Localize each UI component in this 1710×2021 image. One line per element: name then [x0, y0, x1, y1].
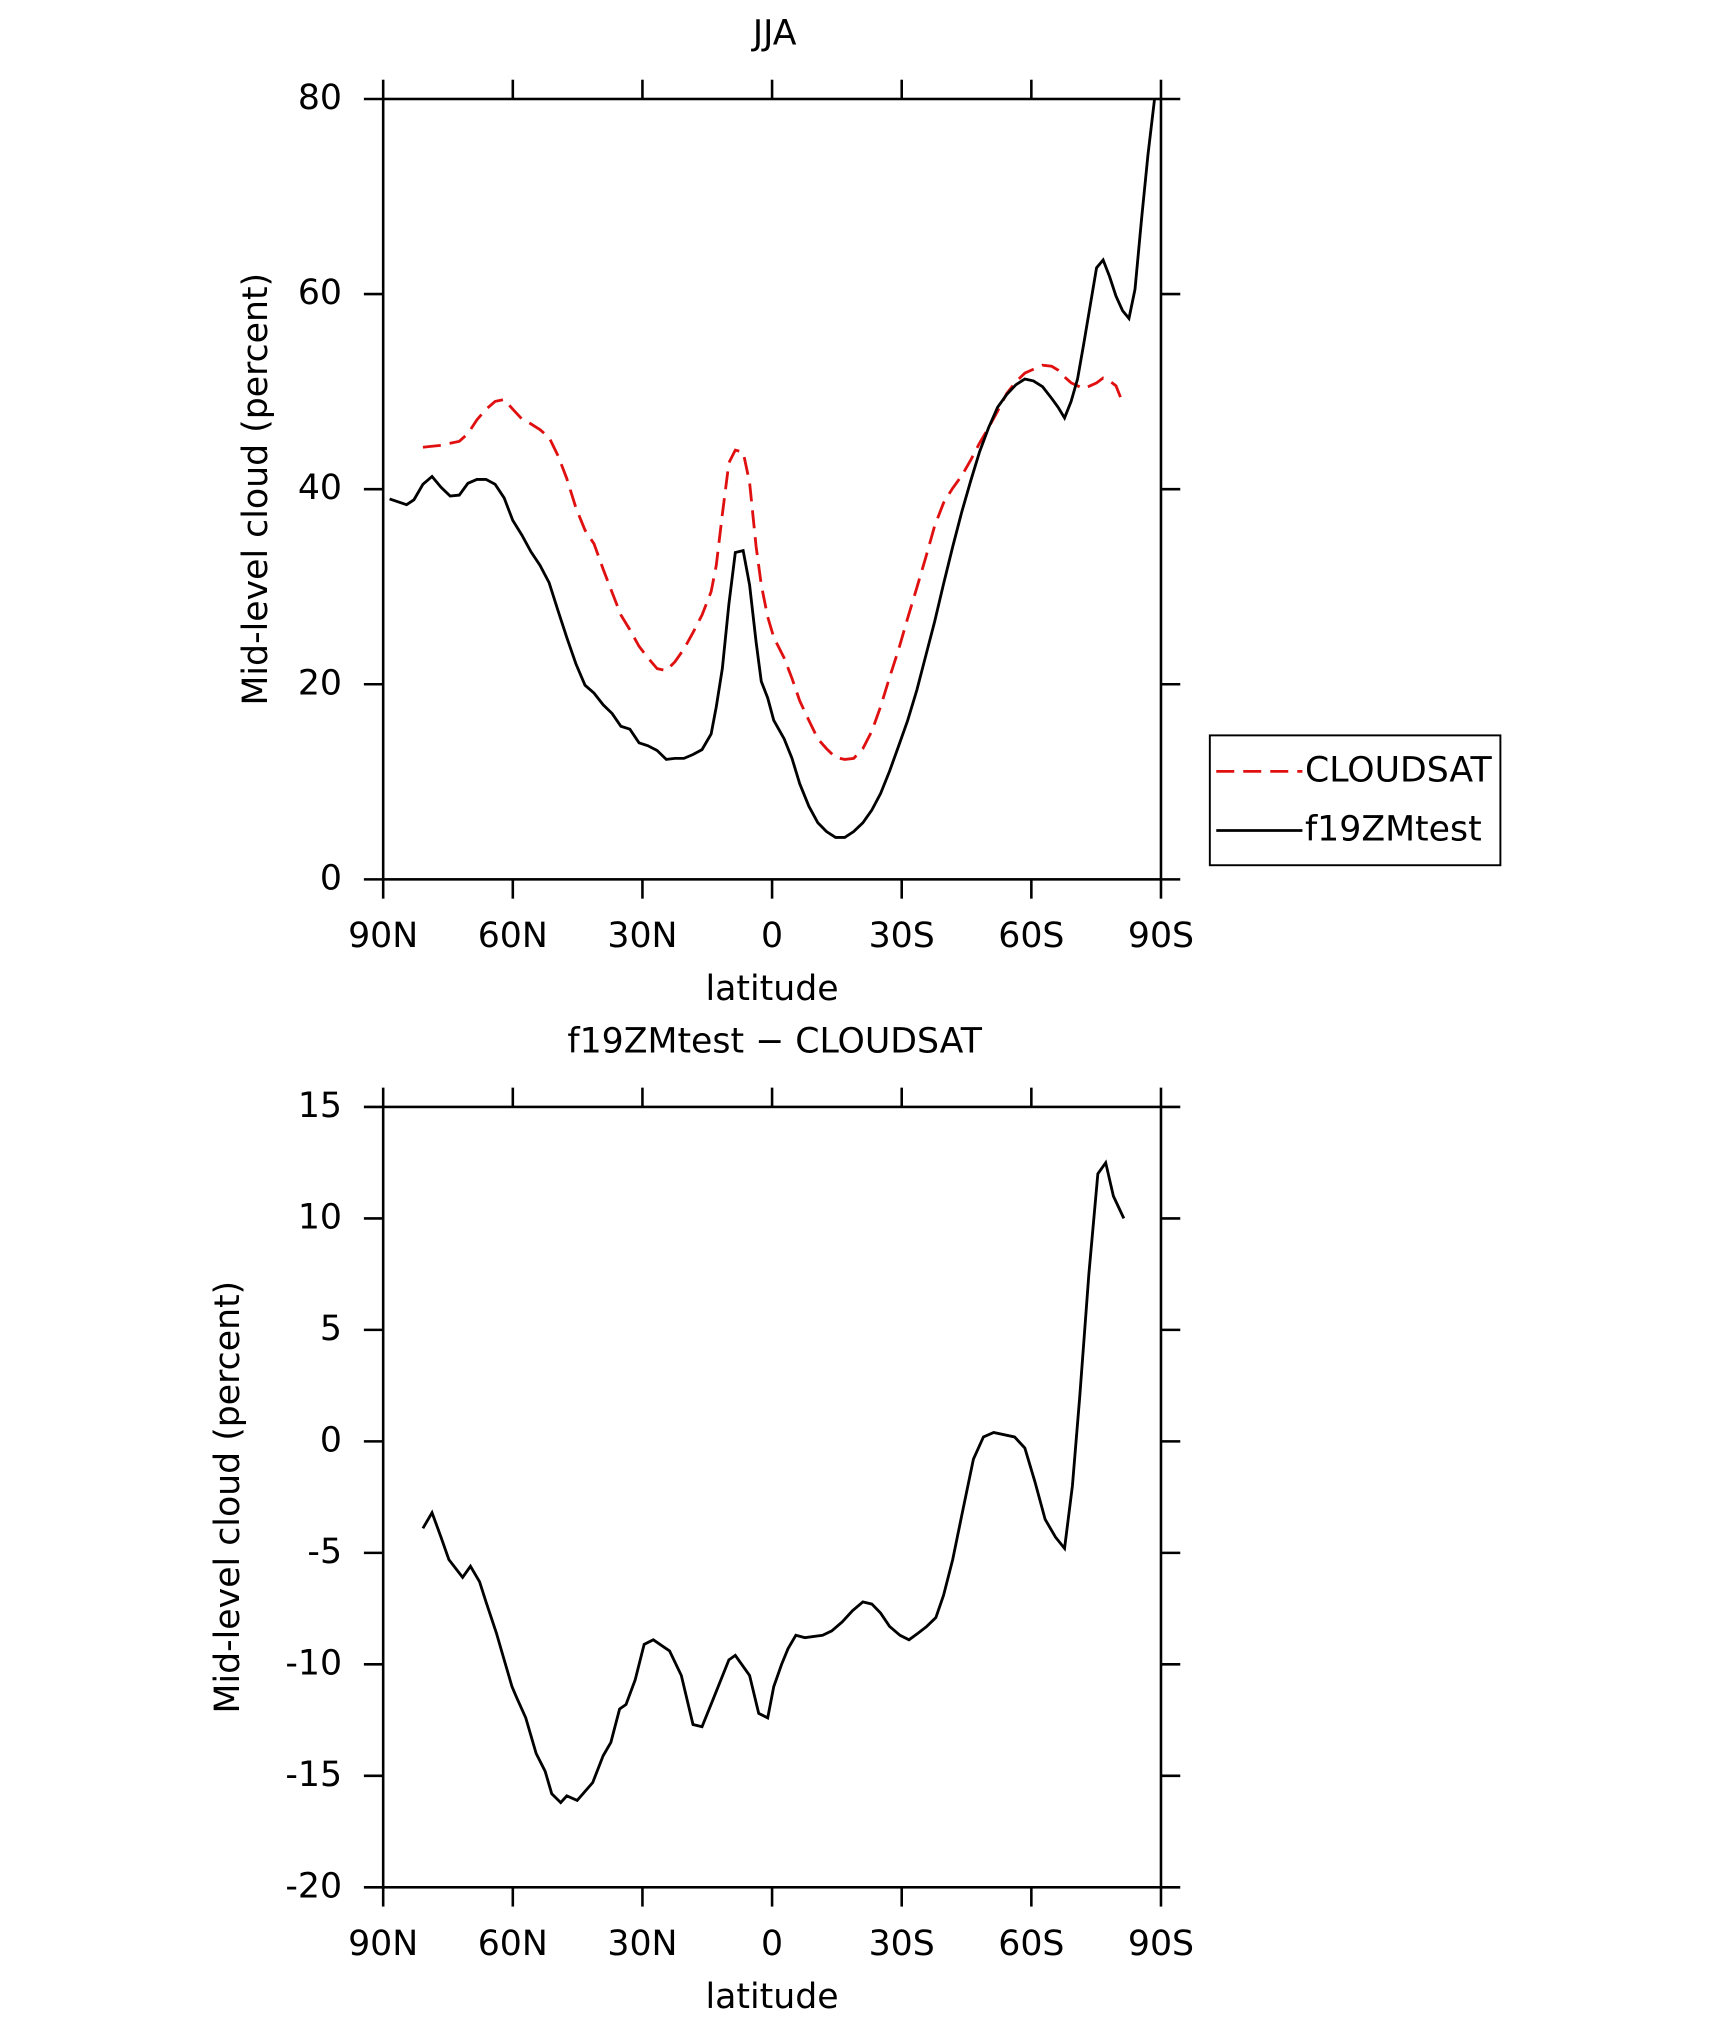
data-line: [422, 363, 1124, 761]
x-tick-label: 90S: [1128, 916, 1194, 956]
x-tick-label: 0: [761, 916, 783, 956]
legend-box: [1208, 734, 1502, 867]
y-tick-label: 40: [298, 468, 342, 508]
x-tick-label: 90N: [348, 916, 418, 956]
y-axis-label: Mid-level cloud (percent): [236, 273, 276, 706]
x-axis-label: latitude: [706, 969, 839, 1009]
y-tick-label: -15: [285, 1755, 342, 1795]
y-tick-label: -20: [285, 1866, 342, 1906]
y-tick-label: 15: [298, 1086, 342, 1126]
x-axis-label: latitude: [706, 1977, 839, 2017]
x-tick-label: 90S: [1128, 1924, 1194, 1964]
y-tick-label: -10: [285, 1643, 342, 1683]
x-tick-label: 0: [761, 1924, 783, 1964]
y-tick-label: 0: [320, 1420, 342, 1460]
x-tick-label: 30N: [607, 916, 677, 956]
chart-title: f19ZMtest − CLOUDSAT: [567, 1022, 982, 1062]
legend-label: CLOUDSAT: [1305, 750, 1492, 790]
y-tick-label: 10: [298, 1197, 342, 1237]
x-tick-label: 60N: [478, 916, 548, 956]
y-tick-label: 20: [298, 663, 342, 703]
plot-frame: [381, 1105, 1163, 1889]
x-tick-label: 60N: [478, 1924, 548, 1964]
x-tick-label: 30S: [869, 916, 935, 956]
chart-title: JJA: [751, 14, 797, 54]
y-tick-label: 60: [298, 273, 342, 313]
y-axis-label: Mid-level cloud (percent): [208, 1281, 248, 1714]
x-tick-label: 60S: [998, 1924, 1064, 1964]
x-tick-label: 60S: [998, 916, 1064, 956]
y-tick-label: 5: [320, 1309, 342, 1349]
legend-label: f19ZMtest: [1305, 810, 1482, 850]
x-tick-label: 90N: [348, 1924, 418, 1964]
x-tick-label: 30S: [869, 1924, 935, 1964]
y-tick-label: 80: [298, 78, 342, 118]
data-line: [389, 98, 1156, 839]
y-tick-label: -5: [307, 1532, 342, 1572]
x-tick-label: 30N: [607, 1924, 677, 1964]
data-line: [421, 1159, 1126, 1805]
y-tick-label: 0: [320, 858, 342, 898]
